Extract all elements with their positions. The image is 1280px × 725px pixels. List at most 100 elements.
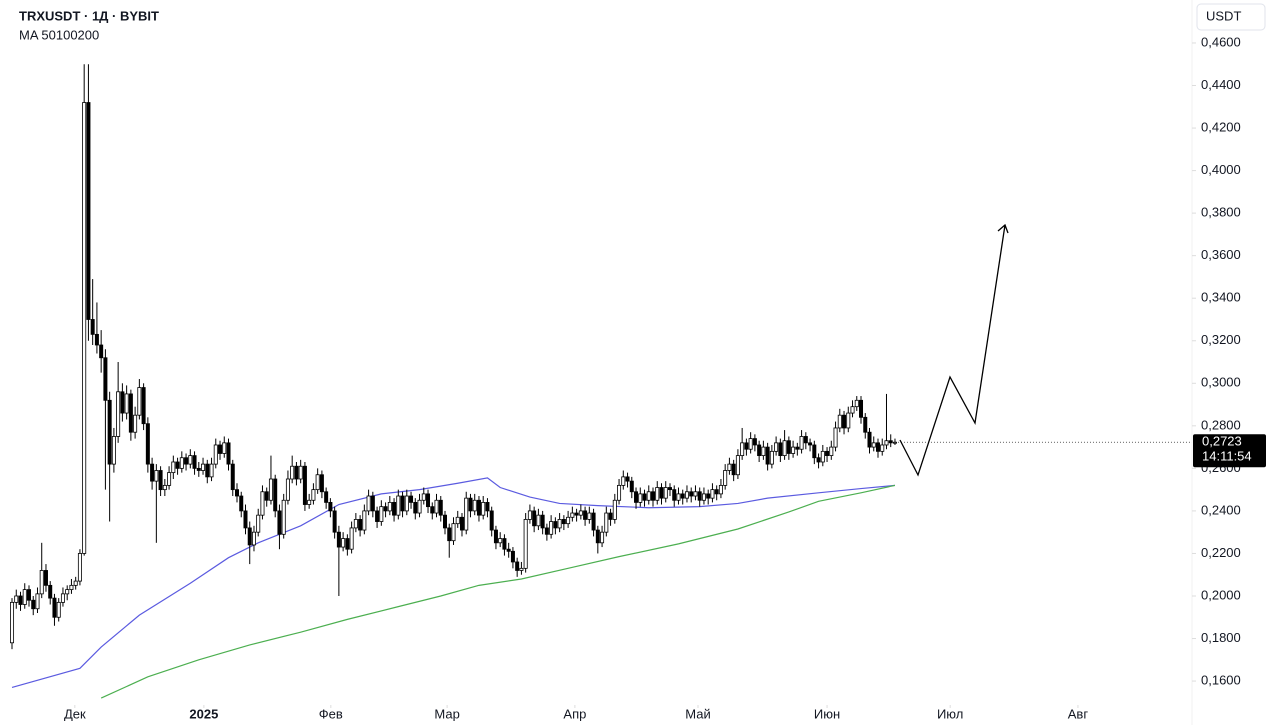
candle-body <box>859 399 864 418</box>
candle-body <box>655 487 660 501</box>
candle-body <box>727 463 732 471</box>
candle-body <box>328 502 333 512</box>
candle-body <box>617 484 622 501</box>
candle-body <box>413 502 418 514</box>
candle-body <box>808 442 813 446</box>
y-tick-label: 0,2400 <box>1201 502 1241 517</box>
candle-body <box>302 465 307 505</box>
candle-body <box>578 510 583 516</box>
candle-body <box>570 512 575 518</box>
candle-body <box>128 393 133 433</box>
candle-body <box>735 455 740 476</box>
candle-body <box>888 440 893 444</box>
candle-body <box>680 493 685 499</box>
candle-body <box>816 457 821 463</box>
candle-body <box>761 446 766 457</box>
candle-body <box>256 514 261 533</box>
candle-body <box>332 510 337 533</box>
candle-body <box>621 476 626 486</box>
candle-body <box>663 487 668 499</box>
candle-body <box>778 442 783 457</box>
candle-body <box>544 527 549 535</box>
candle-body <box>651 491 656 501</box>
candle-body <box>672 489 677 501</box>
candle-body <box>604 512 609 533</box>
candle-body <box>748 438 753 450</box>
candle-body <box>362 510 367 531</box>
candle-body <box>218 444 223 454</box>
candle-body <box>561 519 566 525</box>
candle-body <box>659 487 664 499</box>
candle-body <box>553 521 558 529</box>
candle-body <box>731 463 736 476</box>
candle-body <box>706 493 711 499</box>
candle-body <box>540 514 545 529</box>
candle-body <box>417 499 422 514</box>
x-tick-label: Апр <box>563 706 586 721</box>
candle-body <box>527 510 532 520</box>
candle-body <box>880 444 885 452</box>
x-tick-label: Мар <box>434 706 459 721</box>
candle-body <box>409 495 414 503</box>
candle-body <box>595 529 600 544</box>
candle-body <box>285 478 290 501</box>
candle-body <box>213 444 218 465</box>
candle-body <box>833 427 838 448</box>
x-tick-label: Июл <box>937 706 963 721</box>
candle-body <box>358 519 363 531</box>
y-tick-label: 0,4600 <box>1201 34 1241 49</box>
candle-body <box>234 489 239 497</box>
candle-body <box>268 478 273 501</box>
candle-body <box>510 550 515 563</box>
candle-body <box>455 516 460 525</box>
y-tick-label: 0,3200 <box>1201 332 1241 347</box>
candle-body <box>273 478 278 512</box>
candle-body <box>86 102 91 320</box>
candle-body <box>48 584 53 599</box>
x-tick-label: Авг <box>1068 706 1089 721</box>
candle-body <box>464 497 469 531</box>
candle-body <box>137 387 142 416</box>
candle-body <box>90 319 95 335</box>
x-tick-label: Май <box>685 706 710 721</box>
candle-body <box>82 102 87 554</box>
candle-body <box>10 601 15 644</box>
candle-body <box>591 512 596 531</box>
candle-body <box>786 440 791 454</box>
candle-body <box>825 450 830 457</box>
candle-body <box>35 593 40 610</box>
candle-body <box>498 538 503 544</box>
candle-body <box>201 463 206 471</box>
candle-body <box>120 391 125 414</box>
candle-body <box>150 463 155 482</box>
candle-body <box>111 436 116 465</box>
candle-body <box>443 514 448 529</box>
candle-body <box>718 484 723 495</box>
candle-body <box>689 491 694 497</box>
y-tick-label: 0,2800 <box>1201 417 1241 432</box>
currency-button[interactable] <box>1196 3 1266 31</box>
candle-body <box>141 387 146 425</box>
candle-body <box>226 442 231 465</box>
candle-body <box>133 414 138 433</box>
candle-body <box>434 499 439 514</box>
candle-body <box>829 446 834 457</box>
currency-label[interactable]: USDT <box>1206 8 1241 23</box>
candle-body <box>260 491 265 516</box>
candle-body <box>583 510 588 520</box>
candle-body <box>264 491 269 501</box>
candle-body <box>116 391 121 437</box>
candle-body <box>472 499 477 512</box>
candle-body <box>379 506 384 522</box>
candle-body <box>22 589 27 605</box>
candle-body <box>18 595 23 605</box>
candle-body <box>251 531 256 546</box>
candle-body <box>184 457 189 465</box>
candle-body <box>676 493 681 501</box>
candle-body <box>854 399 859 408</box>
candle-body <box>349 527 354 550</box>
candle-body <box>421 493 426 501</box>
candle-body <box>871 442 876 448</box>
y-tick-label: 0,3400 <box>1201 290 1241 305</box>
